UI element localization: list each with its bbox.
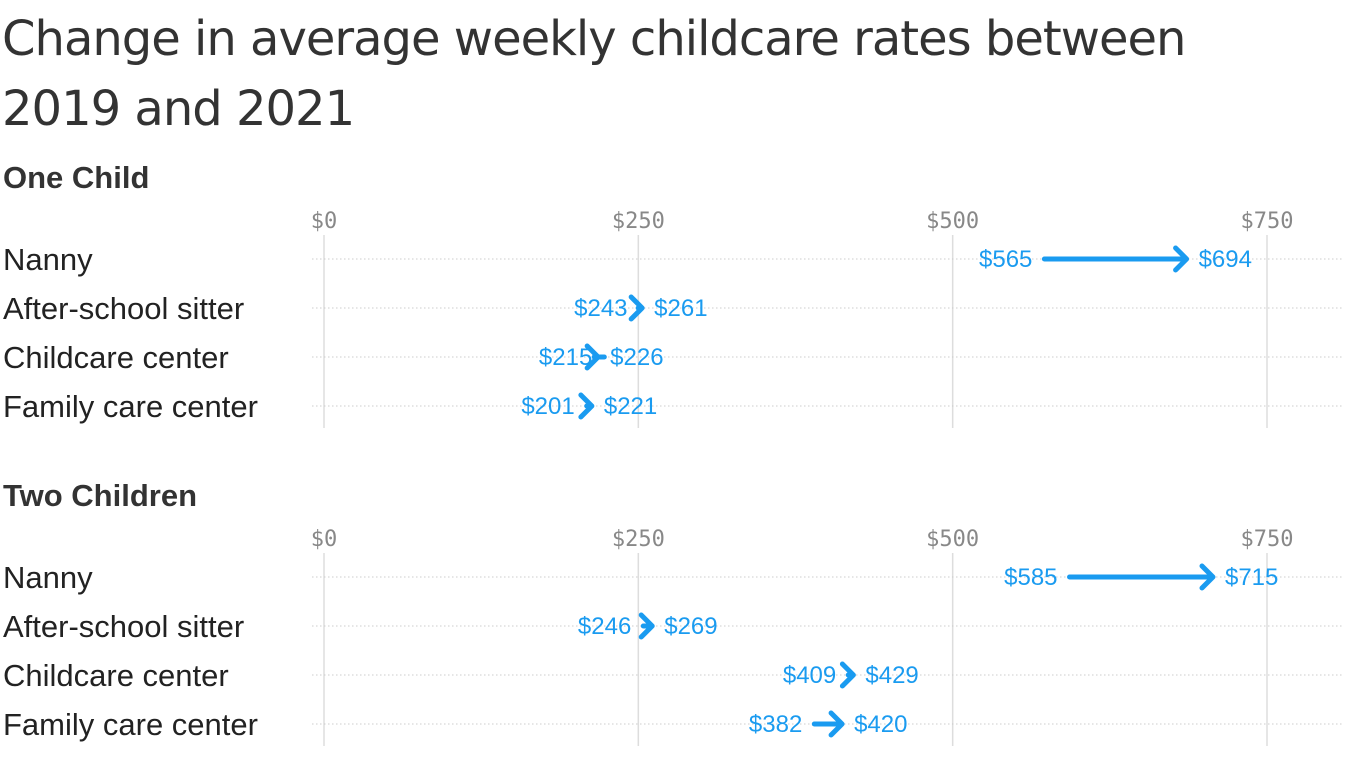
category-label: Childcare center [3, 340, 229, 375]
category-label: Family care center [3, 389, 258, 424]
chart-title: Change in average weekly childcare rates… [2, 11, 1186, 137]
value-label-2019: $243 [574, 295, 627, 322]
value-label-2021: $269 [664, 613, 717, 640]
category-label: Nanny [3, 242, 93, 277]
value-label-2021: $715 [1225, 564, 1278, 591]
change-arrow-head [578, 392, 595, 420]
x-tick-label: $0 [311, 527, 338, 552]
panel-title-two-children: Two Children [3, 478, 198, 513]
x-tick-label: $500 [926, 209, 979, 234]
x-tick-label: $500 [926, 527, 979, 552]
x-tick-label: $750 [1241, 527, 1294, 552]
value-label-2021: $429 [865, 662, 918, 689]
panel-title-one-child: One Child [3, 160, 150, 195]
x-tick-label: $250 [612, 209, 665, 234]
category-label: Family care center [3, 707, 258, 742]
x-tick-label: $750 [1241, 209, 1294, 234]
value-label-2019: $215 [539, 344, 592, 371]
value-label-2021: $261 [654, 295, 707, 322]
change-arrow-head [628, 294, 645, 322]
value-label-2019: $565 [979, 246, 1032, 273]
value-label-2019: $201 [521, 393, 574, 420]
value-label-2019: $382 [749, 711, 802, 738]
value-label-2021: $694 [1199, 246, 1252, 273]
category-label: After-school sitter [3, 609, 244, 644]
change-arrow-head [1173, 245, 1190, 273]
change-arrow-head [638, 612, 655, 640]
x-tick-label: $250 [612, 527, 665, 552]
change-arrow-head [584, 343, 601, 371]
value-label-2019: $409 [783, 662, 836, 689]
change-arrow-head [1199, 563, 1216, 591]
category-label: Childcare center [3, 658, 229, 693]
category-label: Nanny [3, 560, 93, 595]
value-label-2021: $226 [610, 344, 663, 371]
value-label-2019: $585 [1004, 564, 1057, 591]
change-arrow-head [828, 710, 845, 738]
category-label: After-school sitter [3, 291, 244, 326]
value-label-2019: $246 [578, 613, 631, 640]
x-tick-label: $0 [311, 209, 338, 234]
change-arrow-head [839, 661, 856, 689]
panel-two-children-chart: $0 $250 $500 $750 Nanny $585 $715 After-school … [3, 527, 1344, 746]
value-label-2021: $221 [604, 393, 657, 420]
value-label-2021: $420 [854, 711, 907, 738]
panel-one-child-chart: $0 $250 $500 $750 Nanny $565 $694 After-school … [3, 209, 1344, 428]
